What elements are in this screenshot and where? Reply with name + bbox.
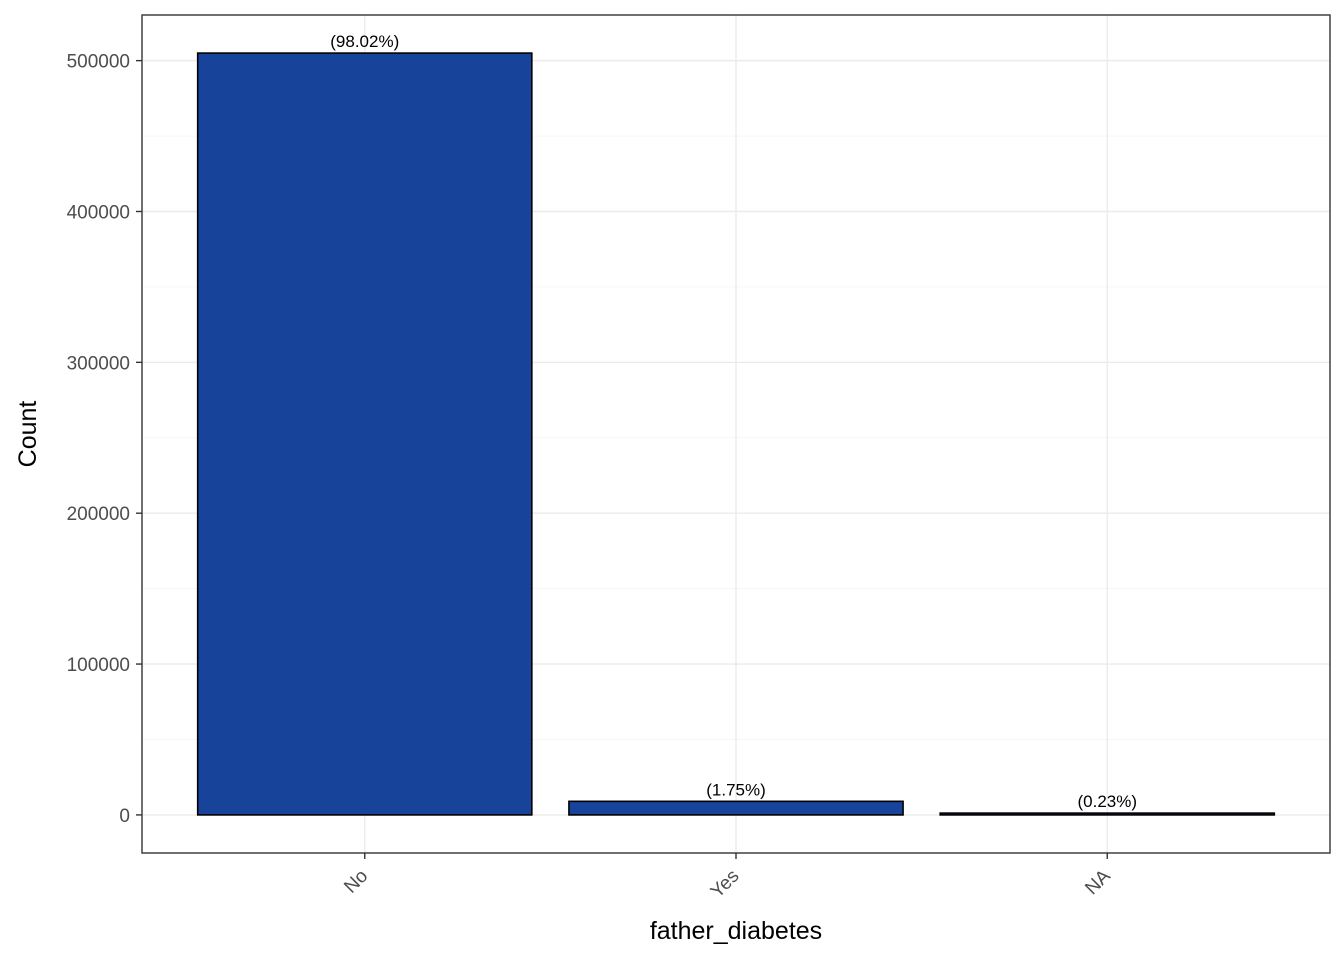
bar-na [939, 812, 1276, 816]
data-label-yes: (1.75%) [706, 780, 766, 799]
y-tick-label: 100000 [67, 655, 130, 676]
y-tick-label: 400000 [67, 202, 130, 223]
bar-no [196, 52, 533, 816]
data-labels-group: (98.02%) (1.75%) (0.23%) [330, 32, 1137, 811]
data-label-na: (0.23%) [1077, 792, 1137, 811]
y-axis: 0 100000 200000 300000 400000 500000 [67, 52, 142, 827]
bars-group [196, 52, 1276, 816]
x-axis-title: father_diabetes [650, 917, 822, 945]
y-tick-label: 200000 [67, 504, 130, 525]
y-tick-label: 0 [119, 806, 130, 827]
y-tick-label: 300000 [67, 353, 130, 374]
y-axis-title: Count [14, 401, 42, 468]
data-label-no: (98.02%) [330, 32, 399, 51]
y-tick-label: 500000 [67, 52, 130, 73]
bar-yes [568, 800, 904, 816]
